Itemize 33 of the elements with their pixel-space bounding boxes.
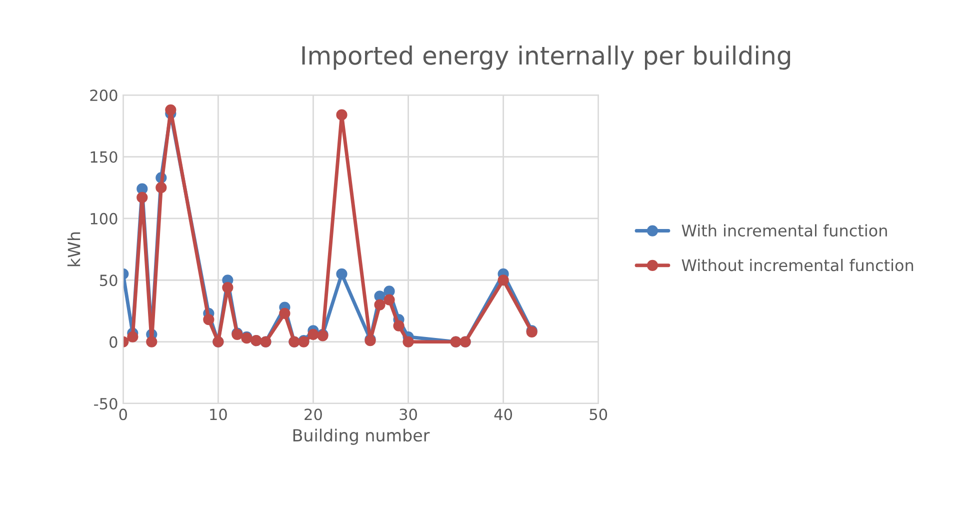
point [203, 314, 214, 326]
point [146, 336, 158, 348]
point [374, 299, 386, 310]
point [136, 192, 148, 204]
point [402, 336, 414, 348]
x-tick-label: 10 [210, 408, 227, 420]
point [336, 268, 348, 280]
point [308, 328, 319, 340]
y-tick-label: 100 [90, 212, 118, 224]
y-axis-title: kWh [67, 232, 80, 266]
point [165, 104, 176, 116]
legend-label: Without incremental function [682, 258, 914, 272]
point [498, 274, 509, 286]
point [336, 109, 348, 120]
point [222, 282, 234, 294]
point [279, 308, 290, 319]
x-axis-title: Building number [293, 428, 430, 445]
point [384, 294, 395, 306]
x-tick-label: 50 [590, 408, 608, 420]
chart-title: Imported energy internally per building [302, 46, 790, 70]
point [127, 331, 138, 342]
x-tick-label: 30 [400, 408, 417, 420]
y-tick-label: 50 [100, 274, 118, 286]
y-tick-label: 200 [90, 90, 118, 102]
x-tick-label: 0 [119, 408, 127, 420]
x-tick-label: 40 [494, 408, 512, 420]
y-tick-label: 150 [90, 151, 118, 163]
point [393, 320, 404, 332]
legend-label: With incremental function [682, 224, 887, 237]
y-tick-label: -50 [94, 398, 118, 410]
point [156, 182, 167, 194]
y-tick-label: 0 [110, 336, 118, 348]
x-tick-label: 20 [304, 408, 322, 420]
